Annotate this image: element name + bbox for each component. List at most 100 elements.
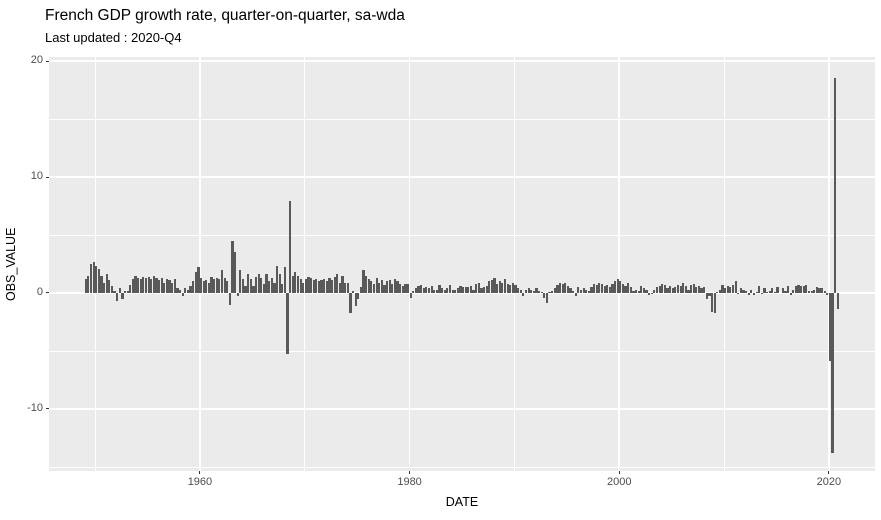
bar xyxy=(192,281,195,293)
bar xyxy=(742,289,745,293)
bar xyxy=(451,289,454,293)
gridline-y-major xyxy=(49,292,875,294)
bar xyxy=(805,284,808,293)
bar xyxy=(341,275,344,293)
bar xyxy=(147,276,150,293)
bar xyxy=(435,289,438,293)
bar xyxy=(378,282,381,293)
bar xyxy=(669,286,672,293)
bar xyxy=(813,289,816,293)
bar xyxy=(496,283,499,293)
bar xyxy=(703,287,706,293)
bar xyxy=(289,201,292,293)
x-tick-label: 1960 xyxy=(187,476,213,488)
bar xyxy=(273,282,276,293)
bar xyxy=(249,279,252,293)
y-tick-label: 0 xyxy=(36,285,43,298)
bar xyxy=(718,289,721,293)
bar xyxy=(687,289,690,293)
bar xyxy=(695,287,698,293)
bar xyxy=(807,290,811,293)
bar xyxy=(275,266,279,293)
bar xyxy=(294,272,297,293)
chart-title: French GDP growth rate, quarter-on-quart… xyxy=(45,7,405,24)
bar xyxy=(831,292,834,454)
bar xyxy=(178,289,182,293)
x-tick-mark xyxy=(409,471,411,474)
bar xyxy=(666,288,669,293)
bar xyxy=(624,286,627,293)
y-tick-mark xyxy=(45,408,49,410)
bar xyxy=(676,284,680,293)
bar xyxy=(682,282,685,293)
bar xyxy=(194,272,197,293)
bar xyxy=(291,275,294,293)
bar xyxy=(323,279,326,293)
bar xyxy=(485,286,488,293)
gridline-y-major xyxy=(49,408,875,410)
bar xyxy=(239,269,242,293)
gridline-x-major xyxy=(618,57,620,471)
bar xyxy=(344,282,347,293)
gridline-x-major xyxy=(199,57,201,471)
bar xyxy=(632,290,635,293)
bar xyxy=(315,279,318,293)
bar xyxy=(134,275,137,293)
bar xyxy=(595,284,598,293)
bar xyxy=(110,286,114,293)
bar xyxy=(527,288,530,293)
bar xyxy=(158,280,161,293)
bar xyxy=(519,289,522,293)
bar xyxy=(336,274,339,293)
bar xyxy=(401,286,404,293)
bar xyxy=(228,292,231,305)
bar xyxy=(268,281,271,293)
bar xyxy=(205,280,208,293)
bar xyxy=(351,290,355,293)
bar xyxy=(116,292,119,302)
bar xyxy=(579,289,583,293)
gridline-y-minor xyxy=(49,350,875,352)
bar xyxy=(223,277,226,293)
bar xyxy=(537,290,541,293)
bar xyxy=(118,288,121,293)
bar xyxy=(165,279,169,293)
bar xyxy=(818,288,821,293)
gridline-x-minor xyxy=(514,57,515,471)
bar xyxy=(488,281,491,293)
bar xyxy=(713,292,716,313)
bar xyxy=(679,286,682,293)
bar xyxy=(380,280,383,293)
bar xyxy=(338,282,342,293)
bar xyxy=(658,286,661,293)
bar xyxy=(425,287,428,293)
bar xyxy=(734,281,737,293)
x-tick-mark xyxy=(199,471,201,474)
y-tick-mark xyxy=(45,176,49,178)
bar xyxy=(747,292,750,296)
bar xyxy=(365,275,368,293)
bar xyxy=(684,286,687,293)
gridline-x-minor xyxy=(723,57,725,471)
bar xyxy=(443,289,446,293)
bar xyxy=(406,283,410,293)
bar xyxy=(160,277,163,293)
gridline-x-minor xyxy=(94,57,96,471)
bar xyxy=(102,282,106,293)
gridline-y-minor xyxy=(49,466,875,468)
bar xyxy=(739,288,742,293)
bar xyxy=(650,292,653,295)
bar xyxy=(236,292,239,297)
bar xyxy=(129,284,132,293)
bar xyxy=(422,288,425,293)
y-tick-label: 10 xyxy=(30,170,43,183)
bar xyxy=(270,277,273,293)
bar xyxy=(821,288,824,293)
bar xyxy=(168,280,171,293)
bar xyxy=(302,282,305,293)
bar xyxy=(349,292,352,313)
bar xyxy=(506,283,509,293)
bar xyxy=(585,289,588,293)
bar xyxy=(558,282,562,293)
bar xyxy=(482,287,486,293)
